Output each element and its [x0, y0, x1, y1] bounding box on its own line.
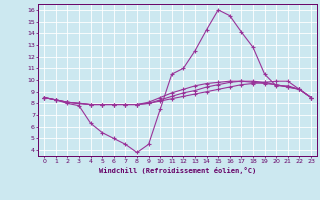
X-axis label: Windchill (Refroidissement éolien,°C): Windchill (Refroidissement éolien,°C): [99, 167, 256, 174]
